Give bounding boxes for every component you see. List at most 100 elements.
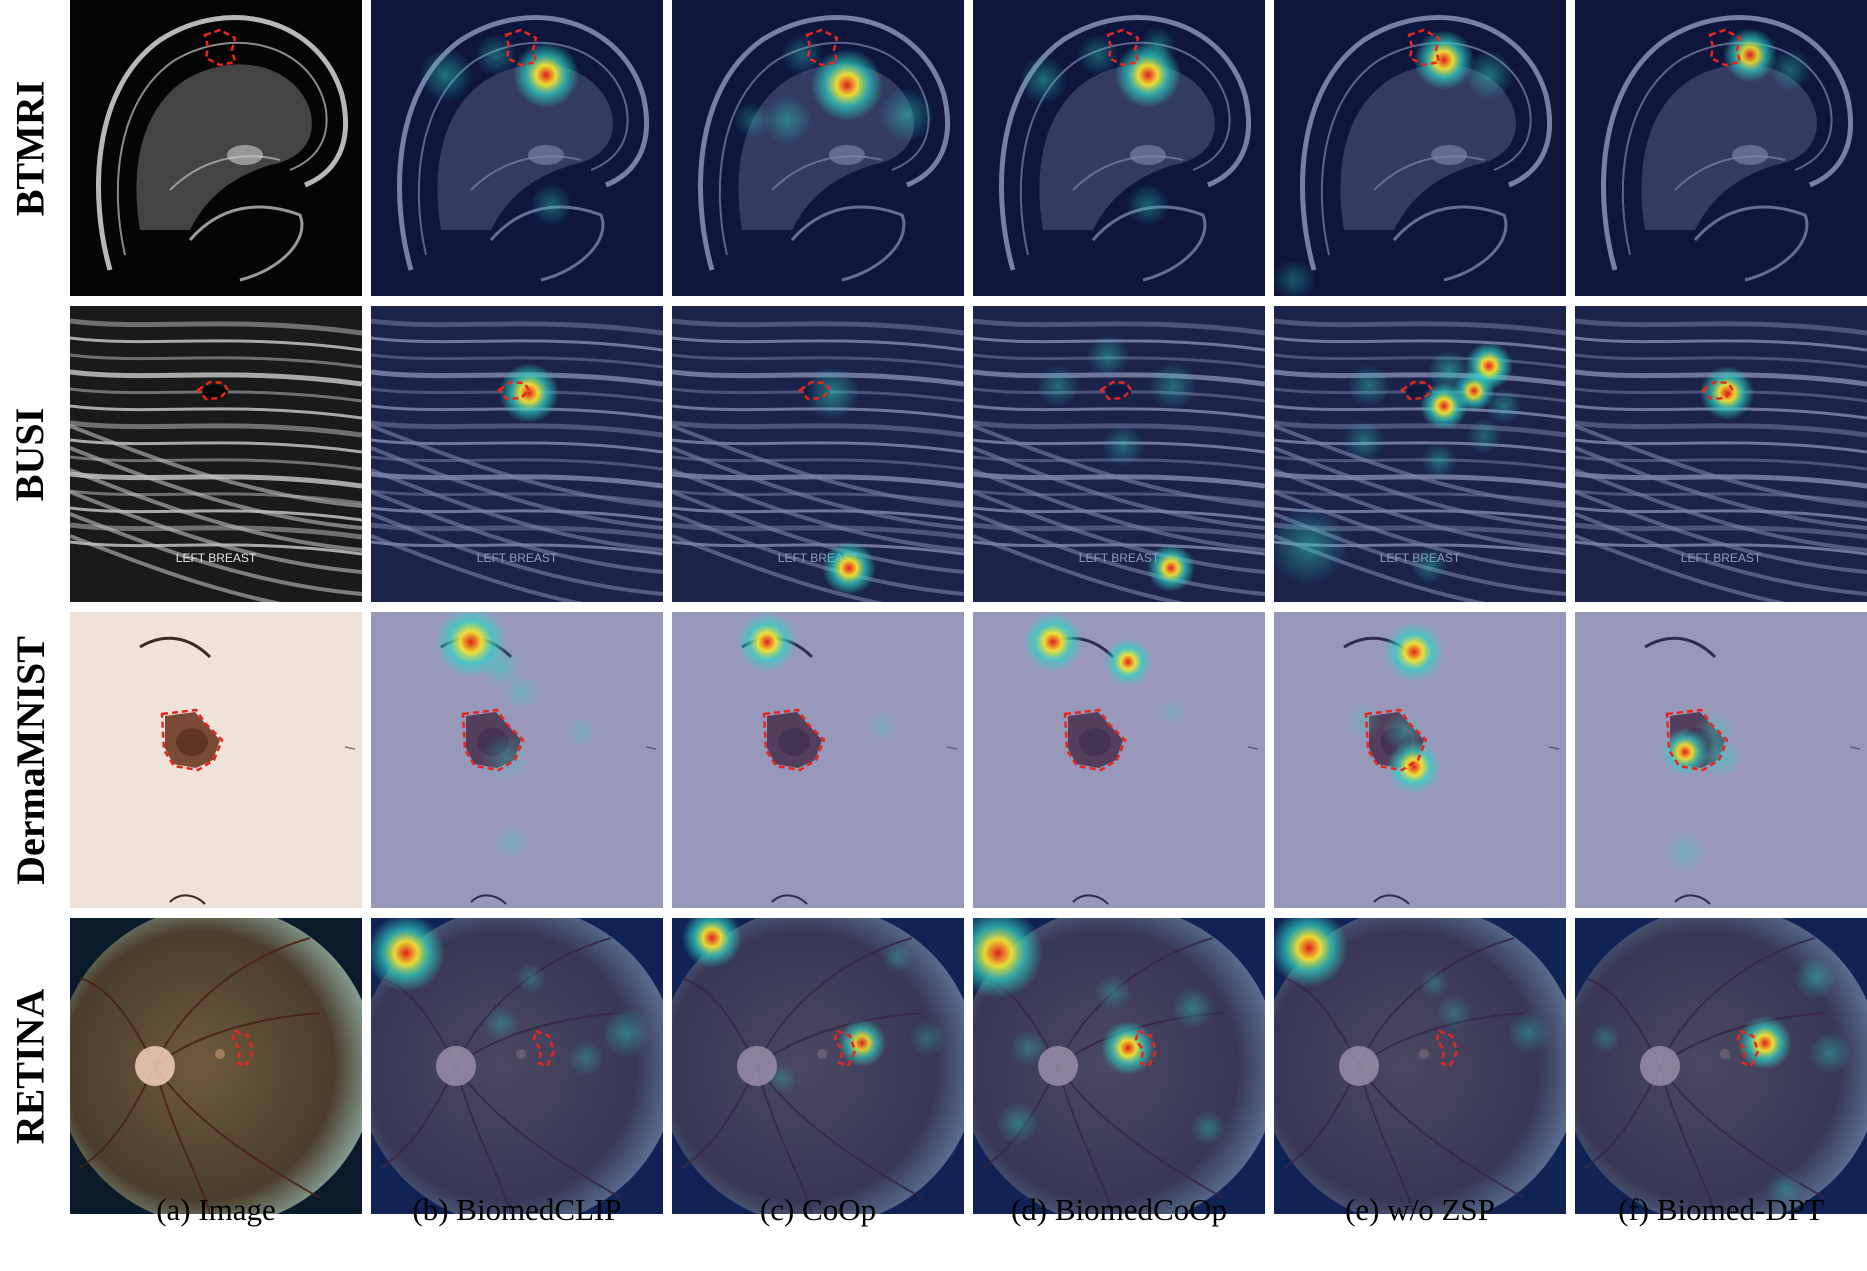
ultrasound-label-text: LEFT BREAST bbox=[1681, 551, 1762, 565]
image-cell-btmri-3 bbox=[973, 0, 1265, 296]
heatmap-hotspot bbox=[1348, 365, 1390, 407]
heatmap-hotspot bbox=[568, 1040, 604, 1076]
image-cell-retina-1 bbox=[371, 918, 663, 1214]
ultrasound-image: LEFT BREAST bbox=[1575, 306, 1867, 602]
heatmap-hotspot bbox=[867, 712, 897, 742]
image-cell-retina-0 bbox=[70, 918, 362, 1214]
lesion-outline bbox=[160, 708, 224, 772]
heatmap-hotspot bbox=[1769, 49, 1811, 91]
image-cell-retina-5 bbox=[1575, 918, 1867, 1214]
mri-image bbox=[672, 0, 964, 296]
heatmap-hotspot bbox=[822, 541, 876, 595]
heatmap-hotspot bbox=[1508, 1012, 1550, 1054]
retina-image bbox=[672, 918, 964, 1214]
heatmap-hotspot bbox=[1411, 548, 1447, 584]
heatmap-hotspot bbox=[1465, 51, 1513, 99]
heatmap-hotspot bbox=[516, 963, 546, 993]
image-cell-btmri-4 bbox=[1274, 0, 1566, 296]
image-cell-dermamnist-3 bbox=[973, 612, 1265, 908]
lesion-outline bbox=[1435, 1029, 1459, 1068]
lesion-outline bbox=[1106, 28, 1140, 67]
lesion-outline bbox=[1400, 380, 1434, 401]
lesion-outline bbox=[196, 380, 230, 401]
row-label-btmri: BTMRI bbox=[0, 0, 60, 296]
heatmap-hotspot bbox=[1421, 443, 1457, 479]
lesion-outline bbox=[1407, 28, 1441, 67]
image-cell-dermamnist-0 bbox=[70, 612, 362, 908]
mri-image bbox=[1575, 0, 1867, 296]
row-label-text: RETINA bbox=[7, 988, 53, 1144]
lesion-outline bbox=[762, 708, 826, 772]
heatmap-hotspot bbox=[763, 96, 811, 144]
heatmap-hotspot bbox=[1147, 544, 1195, 592]
lesion-outline bbox=[461, 708, 525, 772]
heatmap-hotspot bbox=[1104, 638, 1152, 686]
retina-image bbox=[1274, 918, 1566, 1214]
heatmap-hotspot bbox=[530, 184, 572, 226]
heatmap-hotspot bbox=[1101, 1021, 1155, 1075]
skin-image bbox=[973, 612, 1265, 908]
ultrasound-label-text: LEFT BREAST bbox=[1079, 551, 1160, 565]
skin-image bbox=[672, 612, 964, 908]
row-label-retina: RETINA bbox=[0, 918, 60, 1214]
lesion-outline bbox=[1708, 28, 1742, 67]
heatmap-hotspot bbox=[1809, 1032, 1851, 1074]
lesion-outline bbox=[497, 380, 531, 401]
heatmap-hotspot bbox=[1158, 697, 1188, 727]
heatmap-hotspot bbox=[513, 42, 579, 108]
heatmap-hotspot bbox=[475, 34, 517, 76]
heatmap-hotspot bbox=[1384, 622, 1444, 682]
image-cell-retina-3 bbox=[973, 918, 1265, 1214]
heatmap-hotspot bbox=[1466, 418, 1502, 454]
heatmap-hotspot bbox=[483, 1005, 519, 1041]
heatmap-hotspot bbox=[1436, 995, 1472, 1031]
heatmap-hotspot bbox=[602, 1009, 650, 1057]
heatmap-hotspot bbox=[1453, 370, 1495, 412]
heatmap-hotspot bbox=[880, 88, 934, 142]
lesion-outline bbox=[1063, 708, 1127, 772]
heatmap-hotspot bbox=[493, 824, 529, 860]
heatmap-hotspot bbox=[1387, 740, 1441, 794]
heatmap-hotspot bbox=[1723, 28, 1777, 82]
heatmap-hotspot bbox=[1087, 335, 1129, 377]
column-caption: (b) BiomedCLIP bbox=[412, 1192, 622, 1227]
heatmap-hotspot bbox=[997, 1102, 1039, 1144]
ultrasound-image: LEFT BREAST bbox=[1274, 306, 1566, 602]
image-cell-dermamnist-1 bbox=[371, 612, 663, 908]
image-cell-busi-0: LEFT BREAST bbox=[70, 306, 362, 602]
heatmap-hotspot bbox=[1274, 259, 1315, 296]
image-cell-retina-2 bbox=[672, 918, 964, 1214]
heatmap-hotspot bbox=[503, 674, 539, 710]
ultrasound-image: LEFT BREAST bbox=[973, 306, 1265, 602]
heatmap-hotspot bbox=[1694, 711, 1736, 753]
heatmap-hotspot bbox=[1172, 987, 1214, 1029]
row-label-text: BTMRI bbox=[7, 80, 53, 216]
heatmap-hotspot bbox=[767, 1063, 797, 1093]
skin-image bbox=[371, 612, 663, 908]
heatmap-hotspot bbox=[499, 363, 559, 423]
image-cell-dermamnist-5 bbox=[1575, 612, 1867, 908]
heatmap-hotspot bbox=[682, 918, 742, 968]
heatmap-hotspot bbox=[1794, 957, 1836, 999]
heatmap-hotspot bbox=[811, 49, 883, 121]
column-caption: (d) BiomedCoOp bbox=[1010, 1192, 1228, 1227]
heatmap-hotspot bbox=[1095, 975, 1131, 1011]
image-cell-busi-5: LEFT BREAST bbox=[1575, 306, 1867, 602]
heatmap-hotspot bbox=[1346, 704, 1382, 740]
ultrasound-label-text: LEFT BREAST bbox=[477, 551, 558, 565]
lesion-outline bbox=[1665, 708, 1729, 772]
image-cell-retina-4 bbox=[1274, 918, 1566, 1214]
heatmap-hotspot bbox=[1274, 918, 1348, 987]
heatmap-hotspot bbox=[482, 733, 530, 781]
retina-image bbox=[70, 918, 362, 1214]
heatmap-hotspot bbox=[973, 918, 1043, 998]
mri-image bbox=[70, 0, 362, 296]
column-caption: (e) w/o ZSP bbox=[1345, 1192, 1495, 1227]
skin-image bbox=[1274, 612, 1566, 908]
heatmap-hotspot bbox=[1140, 27, 1176, 63]
row-label-busi: BUSI bbox=[0, 306, 60, 602]
skin-image bbox=[1575, 612, 1867, 908]
row-label-text: BUSI bbox=[7, 407, 53, 501]
lesion-outline bbox=[798, 380, 832, 401]
lesion-outline bbox=[1134, 1029, 1158, 1068]
